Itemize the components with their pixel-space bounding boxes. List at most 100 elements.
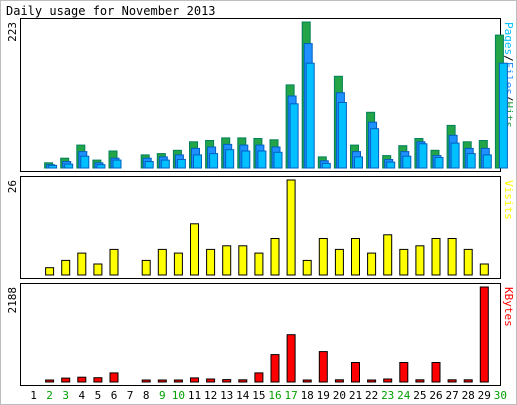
pages-bar [289,103,299,169]
x-axis-day-label: 21 [349,389,362,402]
pages-bar [305,62,315,169]
x-axis-day-label: 2 [46,389,53,402]
pages-bar [337,102,347,169]
legend-kbytes: KBytes [502,287,515,327]
pages-bar [482,154,492,169]
x-axis-day-label: 27 [445,389,458,402]
pages-bar [144,161,154,169]
pages-bar [176,159,186,169]
pages-bar [160,159,170,169]
visits-bar [351,238,360,276]
pages-bar [48,164,58,169]
x-axis-day-label: 26 [429,389,442,402]
visits-bar [463,248,473,276]
visits-bar [318,238,328,276]
pages-bar [354,156,363,169]
pages-bar [370,128,380,169]
kbytes-bar [383,378,393,383]
hits-ymax-label: 223 [6,22,19,42]
visits-bar [109,248,119,276]
kbytes-bar [141,379,151,383]
x-axis-day-label: 20 [333,389,346,402]
kbytes-bar [93,377,103,383]
visits-bar [93,263,103,276]
visits-bar [334,248,344,276]
pages-bar [402,155,412,169]
x-axis-day-label: 9 [159,389,166,402]
x-axis-day-label: 29 [478,389,491,402]
kbytes-bar [415,379,425,383]
pages-bar [241,150,251,169]
kbytes-bar [334,379,344,383]
x-axis-day-label: 12 [204,389,217,402]
kbytes-bar [286,334,296,383]
kbytes-bar [479,286,489,383]
pages-bar [225,149,235,169]
kbytes-bar [270,354,280,383]
legend-pages: Pages [502,22,515,55]
x-axis-day-label: 5 [95,389,102,402]
visits-bar [399,248,409,276]
kbytes-bar [302,379,312,383]
visits-bar [222,245,232,276]
legend-separator-1: / [502,55,515,62]
visits-bar [447,238,457,276]
x-axis-day-label: 28 [462,389,475,402]
chart-title: Daily usage for November 2013 [6,4,216,18]
x-axis-labels: 1 2 3 4 5 6 7 8 9 10 11 12 13 14 15 16 17 18 19 20 21 22 23 24 2… [30,389,507,402]
visits-bar [190,223,199,276]
kbytes-bar [431,362,441,383]
kbytes-bar [77,376,87,383]
pages-bar [273,151,283,169]
kbytes-bar [222,379,232,383]
visits-bar [479,263,489,276]
kbytes-bar [447,379,457,383]
kbytes-bar [190,377,199,383]
legend-visits: Visits [502,180,515,220]
x-axis-day-label: 16 [268,389,281,402]
x-axis-day-label: 15 [252,389,265,402]
kbytes-bar [109,372,119,383]
pages-bar [418,143,428,169]
visits-bar [45,267,55,276]
x-axis-day-label: 19 [317,389,330,402]
visits-bar [157,248,167,276]
visits-bar [206,248,216,276]
visits-bar [173,252,183,276]
pages-bar [209,153,219,169]
pages-bar [96,164,106,169]
visits-ymax-label: 26 [6,180,19,193]
kbytes-bar [351,362,360,383]
x-axis-day-label: 1 [30,389,37,402]
x-axis-day-label: 4 [78,389,85,402]
pages-bar [466,153,476,169]
pages-bar [386,161,396,169]
x-axis-day-label: 7 [127,389,134,402]
pages-bar [434,157,444,169]
x-axis-day-label: 18 [301,389,314,402]
legend-separator-2: / [502,95,515,102]
x-axis-day-label: 30 [494,389,507,402]
visits-bar [77,252,87,276]
visits-bar [431,238,441,276]
kbytes-bar [206,378,216,383]
kbytes-bar [254,372,264,383]
kbytes-bar [238,379,248,383]
kbytes-bar [318,351,328,383]
pages-bar [321,162,331,169]
kbytes-bar [463,379,473,383]
visits-bar [286,179,296,276]
visits-bar [238,245,248,276]
visits-bar [302,259,312,276]
pages-bar [257,150,267,169]
kbytes-bar [367,379,377,383]
visits-bar [270,238,280,276]
visits-bar [367,252,377,276]
kbytes-ymax-label: 2188 [6,287,19,314]
visits-bar [254,252,264,276]
x-axis-day-label: 8 [143,389,150,402]
pages-bar [112,159,122,169]
x-axis-day-label: 23 [381,389,394,402]
kbytes-bar [157,379,167,383]
